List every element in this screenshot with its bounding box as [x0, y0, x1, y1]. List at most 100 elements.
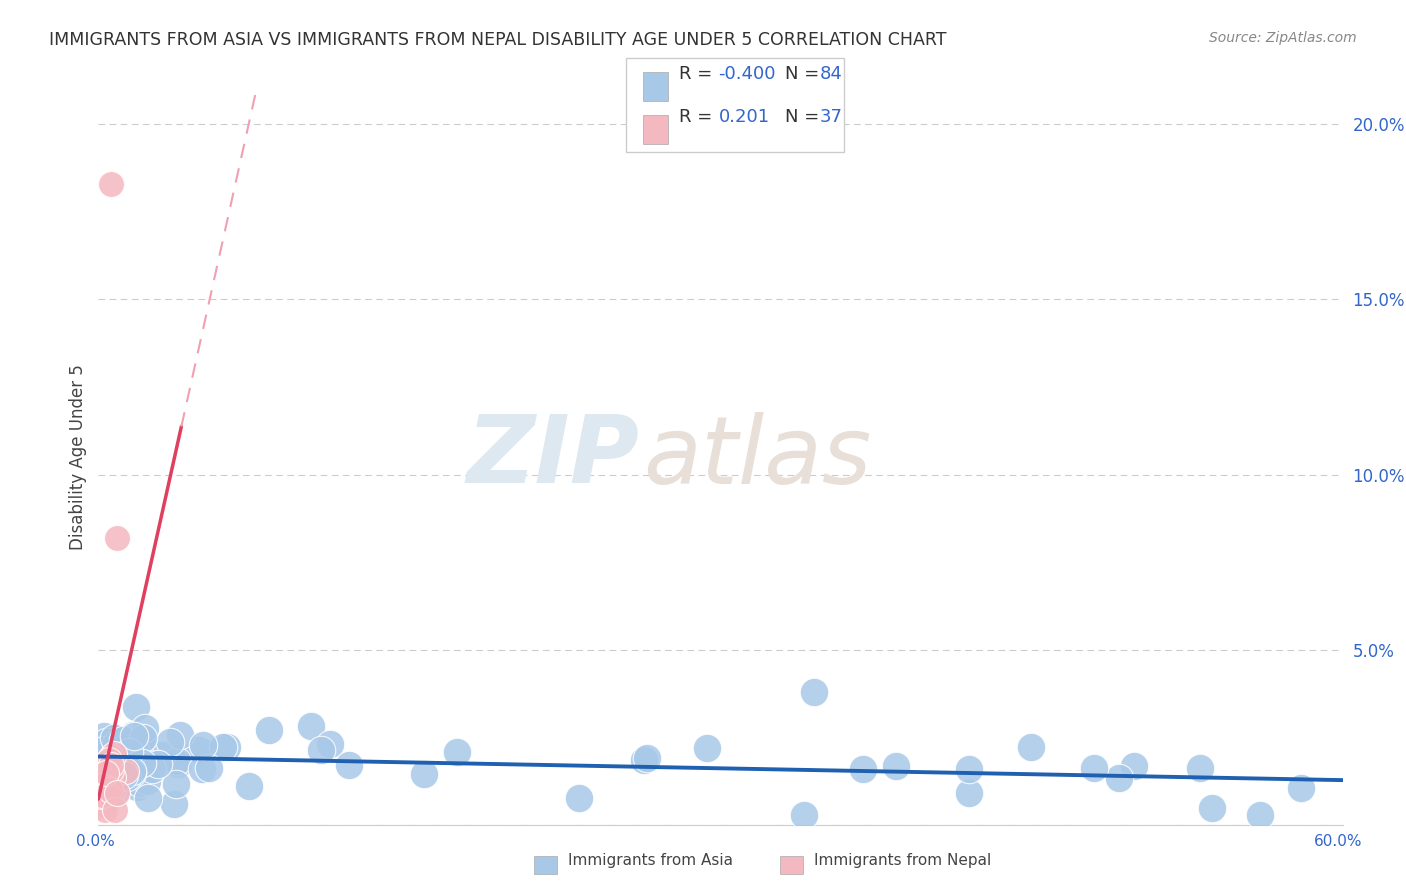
Text: R =: R = — [679, 108, 718, 126]
Point — [89, 767, 111, 781]
Point — [1189, 761, 1212, 775]
Point — [1201, 800, 1223, 814]
Point — [93, 743, 115, 757]
Point — [122, 728, 145, 742]
Point — [100, 177, 122, 191]
Point — [121, 764, 143, 778]
Point — [91, 775, 114, 789]
Point — [118, 745, 141, 759]
Y-axis label: Disability Age Under 5: Disability Age Under 5 — [69, 364, 87, 550]
Point — [89, 777, 111, 791]
Point — [100, 772, 122, 786]
Text: ZIP: ZIP — [467, 411, 640, 503]
Point — [319, 737, 342, 751]
Point — [159, 735, 181, 749]
Point — [115, 731, 138, 746]
Point — [122, 729, 145, 743]
Point — [446, 746, 468, 760]
Point — [141, 762, 163, 776]
Point — [198, 761, 221, 775]
Point — [91, 770, 114, 784]
Point — [128, 776, 150, 790]
Text: Immigrants from Asia: Immigrants from Asia — [568, 854, 733, 868]
Point — [1019, 740, 1042, 755]
Text: 0.201: 0.201 — [718, 108, 769, 126]
Point — [91, 788, 114, 802]
Point — [124, 744, 146, 758]
Point — [131, 756, 153, 770]
Point — [884, 759, 907, 773]
Point — [191, 739, 214, 753]
Point — [149, 747, 172, 762]
Point — [87, 782, 110, 797]
Point — [636, 751, 658, 765]
Point — [101, 770, 124, 784]
Point — [1083, 761, 1105, 775]
Point — [98, 771, 121, 785]
Text: Immigrants from Nepal: Immigrants from Nepal — [814, 854, 991, 868]
Point — [105, 531, 128, 545]
Point — [1123, 759, 1146, 773]
Point — [337, 758, 360, 772]
Point — [94, 803, 117, 817]
Point — [111, 732, 134, 747]
Point — [259, 723, 281, 738]
Point — [136, 790, 159, 805]
Point — [103, 747, 125, 761]
Point — [633, 753, 655, 767]
Point — [211, 740, 233, 755]
Point — [309, 742, 332, 756]
Text: 37: 37 — [820, 108, 842, 126]
Point — [91, 779, 114, 793]
Point — [957, 786, 980, 800]
Point — [238, 779, 260, 793]
Point — [803, 685, 825, 699]
Point — [94, 764, 117, 779]
Point — [97, 761, 120, 775]
Point — [131, 731, 153, 745]
Point — [413, 766, 436, 780]
Point — [98, 753, 121, 767]
Point — [91, 773, 114, 788]
Point — [134, 721, 156, 735]
Point — [104, 785, 127, 799]
Text: 84: 84 — [820, 65, 842, 83]
Point — [169, 728, 191, 742]
Point — [115, 770, 138, 784]
Point — [101, 782, 124, 797]
Text: atlas: atlas — [644, 411, 872, 503]
Point — [98, 781, 121, 796]
Point — [129, 734, 152, 748]
Text: R =: R = — [679, 65, 718, 83]
Point — [100, 758, 122, 772]
Point — [100, 749, 122, 764]
Point — [105, 737, 128, 751]
Point — [135, 773, 157, 788]
Text: N =: N = — [785, 65, 824, 83]
Point — [104, 803, 127, 817]
Point — [124, 699, 146, 714]
Point — [121, 765, 143, 780]
Point — [167, 752, 190, 766]
Point — [110, 746, 132, 760]
Point — [187, 742, 209, 756]
Point — [103, 757, 125, 772]
Point — [94, 748, 117, 763]
Point — [94, 779, 117, 793]
Point — [115, 764, 138, 779]
Point — [98, 782, 121, 797]
Point — [1249, 807, 1271, 822]
Point — [132, 748, 155, 763]
Point — [105, 786, 128, 800]
Text: N =: N = — [785, 108, 824, 126]
Text: IMMIGRANTS FROM ASIA VS IMMIGRANTS FROM NEPAL DISABILITY AGE UNDER 5 CORRELATION: IMMIGRANTS FROM ASIA VS IMMIGRANTS FROM … — [49, 31, 946, 49]
Point — [957, 762, 980, 776]
Point — [1108, 771, 1130, 785]
Point — [166, 754, 188, 768]
Point — [98, 772, 121, 787]
Point — [94, 764, 117, 779]
Point — [90, 763, 112, 777]
Point — [793, 808, 815, 822]
Point — [103, 731, 125, 746]
Text: 60.0%: 60.0% — [1315, 834, 1362, 848]
